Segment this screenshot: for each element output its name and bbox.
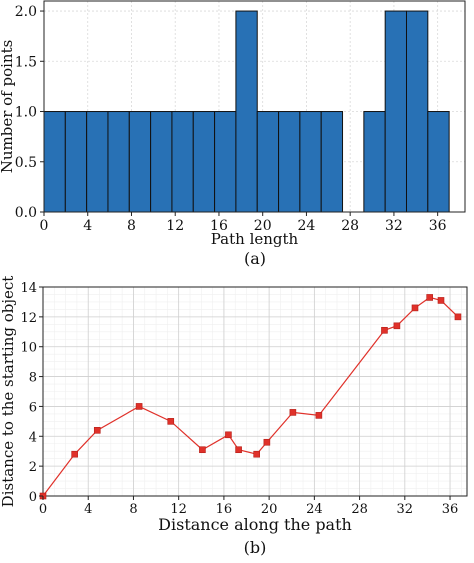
line-x-tick-label: 8 [129, 502, 137, 517]
histogram-y-axis-label: Number of points [0, 40, 16, 174]
distance-data-point [263, 438, 271, 446]
histogram-x-tick-label: 28 [341, 218, 359, 234]
distance-data-point [411, 304, 419, 312]
histogram-x-tick-label: 4 [83, 218, 92, 234]
histogram-bar [320, 111, 344, 213]
histogram-x-tick-label: 8 [127, 218, 136, 234]
distance-data-point [315, 412, 323, 419]
line-y-ticks: 0 2 4 6 8 10 12 14 [20, 281, 43, 505]
histogram-x-tick-label: 24 [298, 218, 316, 234]
distance-data-point [199, 446, 206, 454]
histogram-x-tick-label: 0 [40, 218, 49, 234]
distance-data-point [426, 294, 433, 301]
line-y-tick-label: 14 [20, 281, 37, 296]
distance-data-point [235, 446, 242, 454]
histogram-caption: (a) [244, 249, 266, 268]
line-x-tick-label: 0 [39, 502, 47, 517]
histogram-x-ticks: 0 4 8 12 16 20 24 28 32 36 [40, 212, 447, 234]
histogram-y-tick-label: 2.0 [15, 4, 37, 20]
line-x-tick-label: 4 [84, 502, 92, 517]
line-y-axis-label: Distance to the starting object [0, 276, 17, 508]
histogram-bar [43, 111, 66, 213]
line-y-tick-label: 6 [29, 400, 37, 415]
histogram-x-tick-label: 16 [210, 218, 228, 234]
histogram-bar [405, 10, 429, 213]
histogram-y-tick-label: 0.0 [15, 205, 37, 221]
line-y-tick-label: 12 [20, 311, 37, 326]
distance-series-markers [39, 294, 462, 500]
line-x-tick-label: 32 [397, 502, 414, 517]
line-x-tick-label: 16 [216, 502, 233, 517]
line-y-tick-label: 0 [29, 490, 37, 505]
line-y-tick-label: 10 [20, 341, 37, 356]
distance-data-point [253, 450, 260, 458]
histogram-bar [384, 10, 407, 213]
line-x-axis-label: Distance along the path [158, 515, 352, 534]
distance-data-point [93, 427, 101, 434]
distance-data-point [71, 450, 78, 458]
histogram-bar [427, 111, 450, 213]
line-x-tick-label: 12 [170, 502, 187, 517]
distance-data-point [437, 297, 445, 304]
line-grid [42, 286, 467, 497]
line-x-tick-label: 20 [261, 502, 278, 517]
line-x-tick-label: 36 [442, 502, 459, 517]
line-y-tick-label: 8 [29, 371, 37, 386]
line-x-tick-label: 28 [351, 502, 368, 517]
histogram-bar [86, 111, 109, 213]
line-y-tick-label: 2 [29, 460, 37, 475]
line-x-ticks: 0 4 8 12 16 20 24 28 32 36 [39, 496, 458, 517]
line-y-tick-label: 4 [29, 430, 37, 445]
histogram-bar [192, 111, 216, 213]
histogram-x-tick-label: 12 [166, 218, 184, 234]
histogram-y-tick-label: 0.5 [15, 155, 37, 171]
line-caption: (b) [244, 538, 267, 557]
distance-data-point [393, 322, 401, 330]
histogram-bars [43, 10, 450, 213]
histogram-bar [107, 111, 130, 213]
histogram-x-tick-label: 32 [385, 218, 403, 234]
distance-data-point [167, 418, 175, 425]
histogram-bar [299, 111, 322, 213]
line-axes-frame [42, 286, 468, 497]
histogram-bar [278, 111, 301, 213]
histogram-bar [128, 111, 152, 213]
histogram-bar [256, 111, 280, 213]
histogram-x-axis-label: Path length [211, 230, 299, 248]
histogram-bar [235, 10, 258, 213]
histogram-bar [64, 111, 88, 213]
histogram-axes-frame [43, 0, 466, 213]
histogram-bar [363, 111, 386, 213]
distance-data-point [225, 431, 232, 439]
histogram-panel: 0 4 8 12 16 20 24 28 32 36 0.0 0.5 1.0 1.5 2.0 Path l… [0, 0, 466, 268]
histogram-y-tick-label: 1.5 [15, 54, 37, 70]
distance-data-point [381, 326, 388, 334]
histogram-y-tick-label: 1.0 [15, 105, 37, 121]
distance-data-point [454, 313, 462, 321]
histogram-bar [171, 111, 194, 213]
histogram-bar [214, 111, 237, 213]
histogram-bar [150, 111, 173, 213]
histogram-x-tick-label: 36 [429, 218, 447, 234]
histogram-x-tick-label: 20 [254, 218, 272, 234]
histogram-y-ticks: 0.0 0.5 1.0 1.5 2.0 [15, 4, 44, 221]
line-x-tick-label: 24 [306, 502, 323, 517]
distance-data-point [135, 403, 143, 410]
distance-data-point [289, 409, 297, 416]
